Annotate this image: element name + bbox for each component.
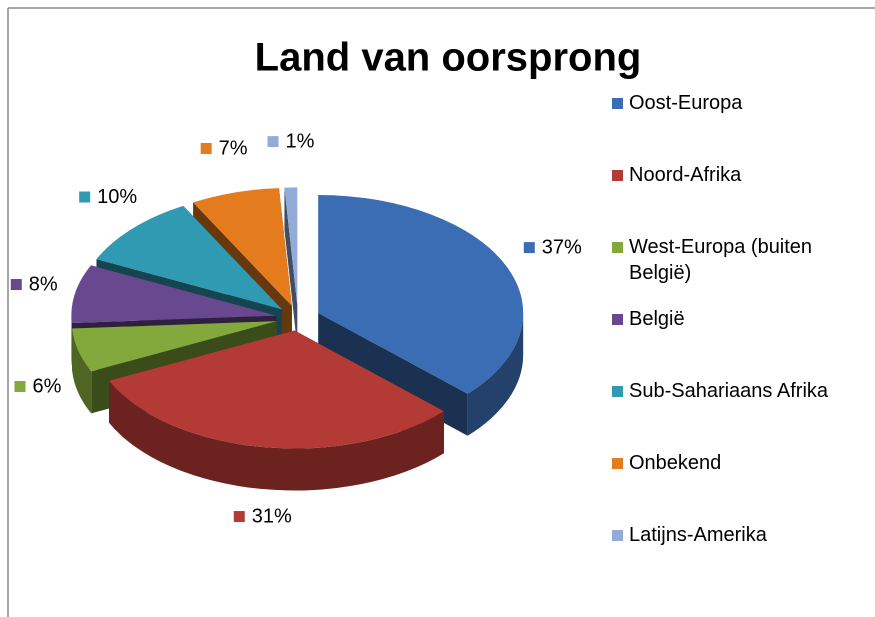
legend-item: Oost-Europa	[612, 90, 870, 162]
slice	[109, 330, 444, 449]
data-label: 37%	[542, 236, 582, 258]
slice	[71, 265, 277, 324]
data-label: 31%	[252, 505, 292, 527]
data-label: 1%	[286, 130, 315, 152]
legend-swatch	[612, 242, 623, 253]
slice	[318, 194, 524, 394]
slice	[284, 187, 298, 348]
data-label-marker	[523, 242, 535, 254]
legend-label: Noord-Afrika	[629, 164, 742, 186]
chart-title: Land van oorsprong	[255, 36, 642, 80]
legend-label: Sub-Sahariaans Afrika	[629, 380, 829, 402]
legend: Oost-Europa Noord-Afrika West-Europa (buit…	[612, 90, 870, 594]
slice	[96, 205, 282, 310]
legend-item: Onbekend	[612, 450, 870, 522]
slice	[193, 188, 292, 306]
data-label-marker	[14, 380, 26, 392]
data-label-marker	[200, 142, 212, 154]
data-label: 7%	[219, 137, 248, 159]
slice	[72, 321, 277, 372]
legend-item: Latijns-Amerika	[612, 522, 870, 594]
slice-cut-face	[284, 187, 298, 348]
legend-label: West-Europa (buiten België)	[629, 236, 813, 284]
slice	[109, 330, 444, 491]
legend-item: Sub-Sahariaans Afrika	[612, 378, 870, 450]
data-label: 10%	[97, 186, 137, 208]
legend-item: België	[612, 306, 870, 378]
legend-item: Noord-Afrika	[612, 162, 870, 234]
data-label-marker	[233, 511, 245, 523]
data-label-marker	[10, 279, 22, 291]
legend-label: België	[629, 308, 685, 330]
legend-swatch	[612, 314, 623, 325]
data-label: 8%	[29, 273, 58, 295]
legend-swatch	[612, 458, 623, 469]
legend-swatch	[612, 530, 623, 541]
data-label-marker	[79, 191, 91, 203]
slice-side	[72, 328, 92, 414]
legend-swatch	[612, 386, 623, 397]
legend-item: West-Europa (buiten België)	[612, 234, 870, 306]
legend-swatch	[612, 98, 623, 109]
legend-label: Onbekend	[629, 452, 722, 474]
slice	[284, 187, 298, 306]
slice-side	[109, 380, 444, 491]
legend-swatch	[612, 170, 623, 181]
legend-label: Latijns-Amerika	[629, 524, 767, 546]
legend-label: Oost-Europa	[629, 92, 743, 114]
data-label-marker	[267, 136, 279, 148]
data-label: 6%	[32, 375, 61, 397]
slice-side	[467, 312, 524, 436]
